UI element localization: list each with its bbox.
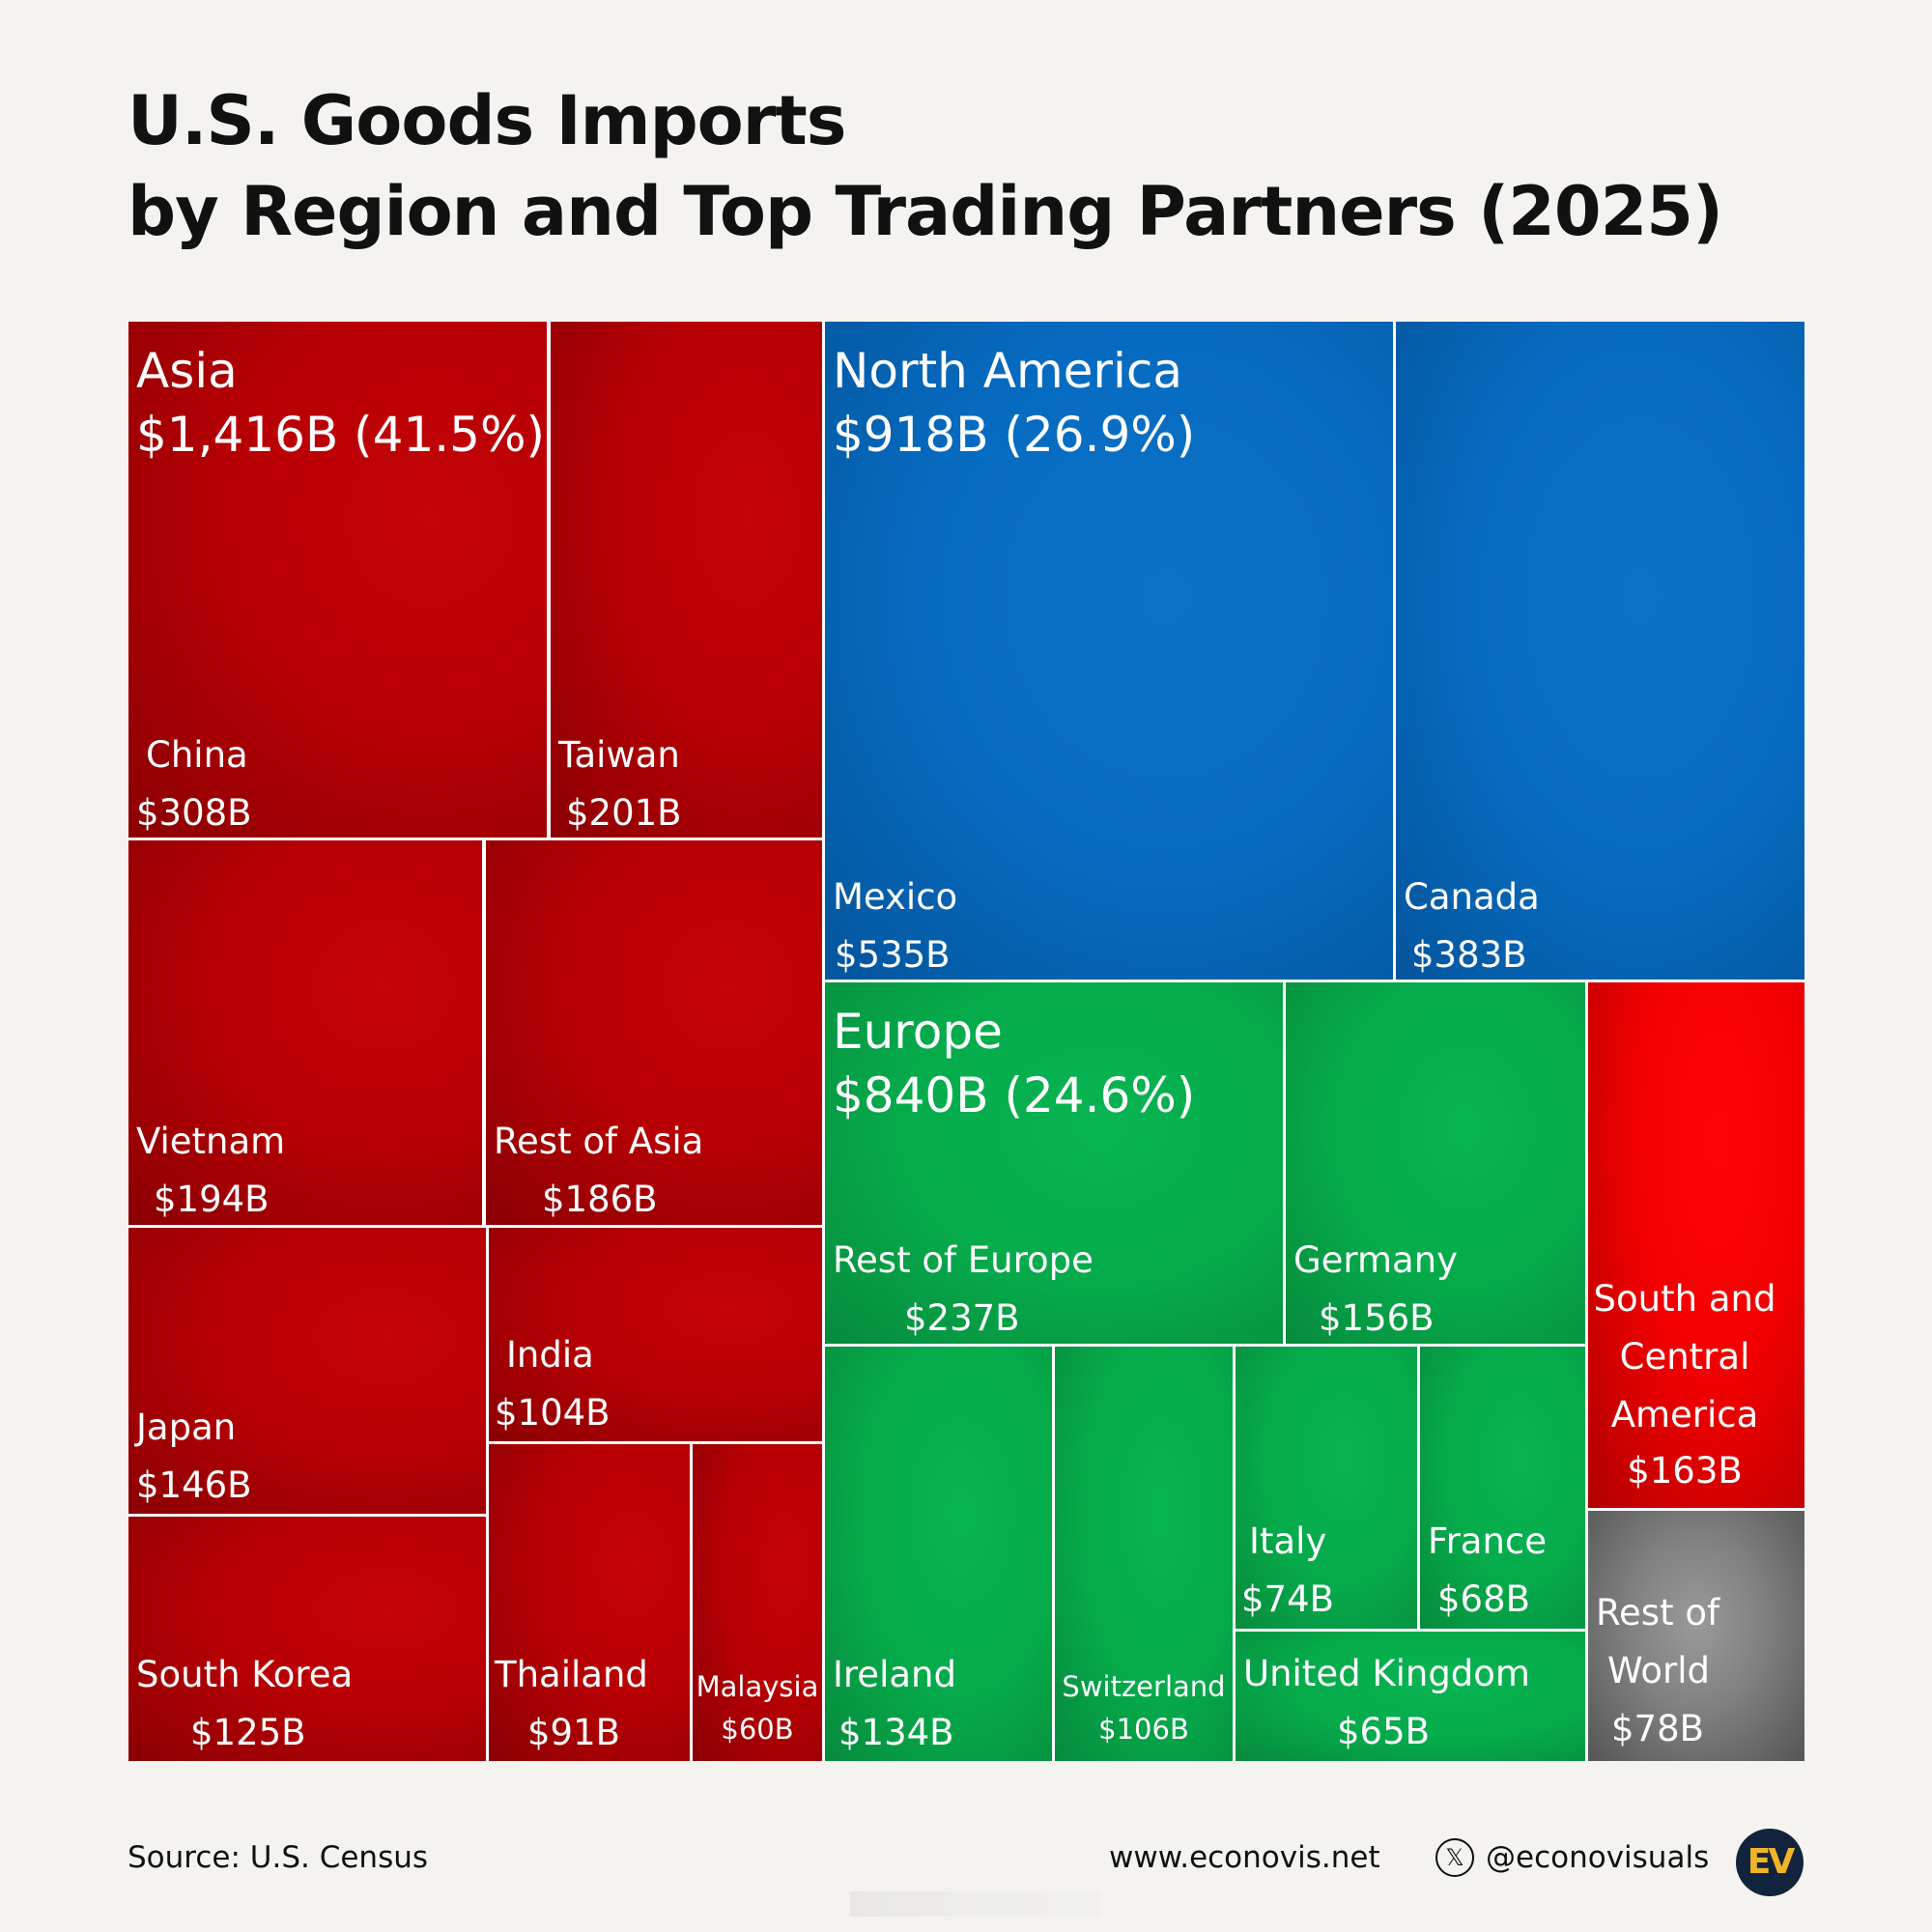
label-ireland-name: Ireland	[833, 1654, 956, 1695]
label-india-name: India	[506, 1334, 594, 1376]
treemap: Asia $1,416B (41.5%) China $308B Taiwan …	[128, 322, 1804, 1761]
tile-germany: Germany $156B	[1286, 982, 1585, 1344]
label-japan-value: $146B	[136, 1464, 252, 1506]
region-north-america-value: $918B (26.9%)	[833, 407, 1196, 463]
source-note: Source: U.S. Census	[128, 1840, 429, 1875]
label-thailand-value: $91B	[527, 1712, 621, 1753]
tile-switzerland: Switzerland $106B	[1055, 1347, 1233, 1761]
tile-italy: Italy $74B	[1236, 1347, 1417, 1629]
label-sca-line-2: Central	[1619, 1336, 1750, 1378]
tile-south-korea: South Korea $125B	[128, 1517, 486, 1761]
tile-japan: Japan $146B	[128, 1228, 486, 1514]
label-sca-line-1: South and	[1593, 1278, 1776, 1320]
label-ireland-value: $134B	[838, 1712, 954, 1753]
label-taiwan-value: $201B	[566, 792, 682, 834]
label-canada-value: $383B	[1411, 934, 1527, 976]
tile-thailand: Thailand $91B	[489, 1444, 690, 1761]
label-united-kingdom-value: $65B	[1336, 1711, 1430, 1752]
label-mexico-name: Mexico	[833, 876, 958, 918]
label-germany-name: Germany	[1293, 1239, 1459, 1281]
label-thailand-name: Thailand	[495, 1654, 648, 1695]
region-north-america-name: North America	[833, 343, 1182, 399]
label-taiwan-name: Taiwan	[558, 734, 680, 776]
tile-canada: Canada $383B	[1396, 322, 1804, 980]
label-france-value: $68B	[1437, 1578, 1531, 1620]
label-china-value: $308B	[136, 792, 252, 834]
label-south-korea-value: $125B	[190, 1712, 306, 1753]
watermark-smudge	[850, 1891, 1101, 1917]
x-logo-icon: 𝕏	[1435, 1838, 1474, 1877]
label-rest-of-asia-name: Rest of Asia	[494, 1121, 704, 1162]
social-handle[interactable]: @econovisuals	[1486, 1840, 1710, 1875]
label-row-line-1: Rest of	[1596, 1592, 1720, 1634]
tile-vietnam: Vietnam $194B	[128, 840, 482, 1225]
label-germany-value: $156B	[1319, 1297, 1435, 1339]
region-asia-name: Asia	[136, 343, 238, 399]
label-canada-name: Canada	[1404, 876, 1540, 918]
label-sca-value: $163B	[1627, 1450, 1743, 1492]
tile-ireland: Ireland $134B	[825, 1347, 1052, 1761]
label-mexico-value: $535B	[835, 934, 951, 976]
region-europe-name: Europe	[833, 1004, 1003, 1060]
label-malaysia-value: $60B	[721, 1713, 794, 1746]
ev-logo-icon: EV	[1736, 1829, 1804, 1896]
label-united-kingdom-name: United Kingdom	[1243, 1653, 1530, 1694]
region-asia-value: $1,416B (41.5%)	[136, 407, 545, 463]
tile-taiwan: Taiwan $201B	[551, 322, 822, 838]
tile-united-kingdom: United Kingdom $65B	[1236, 1632, 1585, 1761]
tile-mexico: North America $918B (26.9%) Mexico $535B	[825, 322, 1393, 980]
label-sca-line-3: America	[1610, 1394, 1759, 1435]
label-france-name: France	[1428, 1520, 1548, 1562]
label-south-korea-name: South Korea	[136, 1654, 354, 1695]
label-row-value: $78B	[1611, 1708, 1705, 1749]
title-line-1: U.S. Goods Imports	[128, 81, 846, 160]
tile-china: Asia $1,416B (41.5%) China $308B	[128, 322, 547, 838]
label-rest-of-europe-value: $237B	[904, 1297, 1020, 1339]
tile-france: France $68B	[1420, 1347, 1585, 1629]
title-line-2: by Region and Top Trading Partners (2025…	[128, 172, 1723, 251]
website-link[interactable]: www.econovis.net	[1109, 1840, 1380, 1875]
label-vietnam-name: Vietnam	[136, 1121, 286, 1162]
chart-title: U.S. Goods Imports by Region and Top Tra…	[128, 75, 1723, 257]
tile-south-and-central-america: South and Central America $163B	[1588, 982, 1804, 1508]
tile-rest-of-europe: Europe $840B (24.6%) Rest of Europe $237…	[825, 982, 1283, 1344]
region-europe-value: $840B (24.6%)	[833, 1067, 1196, 1123]
label-malaysia-name: Malaysia	[696, 1670, 819, 1703]
label-rest-of-asia-value: $186B	[542, 1179, 658, 1220]
label-switzerland-name: Switzerland	[1062, 1670, 1226, 1703]
tile-malaysia: Malaysia $60B	[693, 1444, 822, 1761]
label-japan-name: Japan	[136, 1406, 237, 1448]
label-rest-of-europe-name: Rest of Europe	[833, 1239, 1094, 1281]
label-italy-name: Italy	[1249, 1520, 1327, 1562]
tile-india: India $104B	[489, 1228, 822, 1441]
label-row-line-2: World	[1607, 1650, 1711, 1691]
label-china-name: China	[146, 734, 248, 776]
label-italy-value: $74B	[1241, 1578, 1335, 1620]
label-switzerland-value: $106B	[1098, 1713, 1189, 1746]
tile-rest-of-world: Rest of World $78B	[1588, 1511, 1804, 1761]
tile-rest-of-asia: Rest of Asia $186B	[486, 840, 822, 1225]
label-india-value: $104B	[495, 1392, 611, 1434]
label-vietnam-value: $194B	[154, 1179, 270, 1220]
